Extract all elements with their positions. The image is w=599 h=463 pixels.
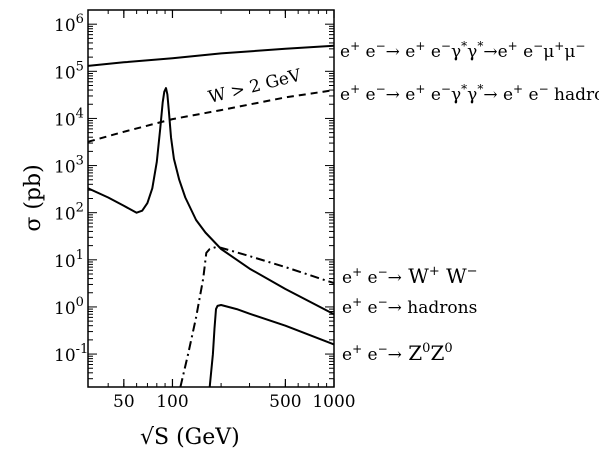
series-line-2 <box>88 87 334 316</box>
y-tick-label: 104 <box>54 106 84 130</box>
x-axis-title: √S (GeV) <box>140 425 240 450</box>
x-tick-label: 1000 <box>312 392 355 412</box>
y-tick-label: 100 <box>54 295 84 319</box>
y-tick-label: 102 <box>54 201 84 225</box>
y-tick-label: 105 <box>54 59 84 83</box>
y-tick-label: 10-1 <box>54 342 88 366</box>
x-tick-label: 100 <box>156 392 188 412</box>
label-mumu: e+ e−→ e+ e−γ*γ*→e+ e−μ+μ− <box>340 39 585 62</box>
y-axis-title: σ (pb) <box>21 164 46 231</box>
y-tick-label: 101 <box>54 248 84 272</box>
label-had2g: e+ e−→ e+ e−γ*γ*→ e+ e− hadrons <box>340 82 599 105</box>
label-zz: e+ e−→ Z0Z0 <box>342 341 453 365</box>
axis-ticks: 50 100 500 1000 10-1 100 101 102 103 104 105 106 <box>54 9 356 412</box>
series-line-3 <box>179 246 334 387</box>
x-tick-label: 500 <box>269 392 301 412</box>
label-hadrons: e+ e−→ hadrons <box>342 295 477 318</box>
x-tick-label: 50 <box>113 392 135 412</box>
series-line-1 <box>88 89 334 143</box>
label-ww: e+ e−→ W+ W− <box>342 264 478 288</box>
data-series <box>88 44 334 387</box>
series-line-4 <box>208 304 334 387</box>
w-cut-label: W > 2 GeV <box>206 65 303 107</box>
y-tick-label: 106 <box>54 12 84 36</box>
series-line-0 <box>88 44 334 67</box>
y-tick-label: 103 <box>54 154 84 178</box>
